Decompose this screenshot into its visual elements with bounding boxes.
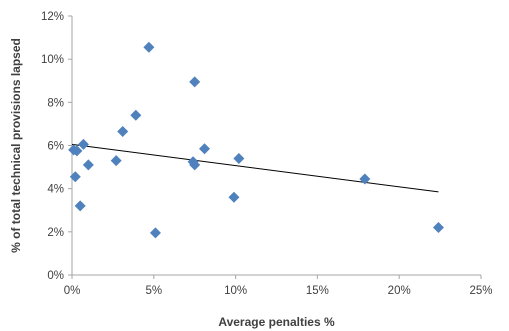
x-tick-label: 5% (145, 285, 162, 297)
data-point (189, 159, 201, 171)
y-tick-label: 4% (47, 184, 64, 196)
x-tick-labels: 0% 5% 10% 15% 20% 25% (64, 275, 493, 297)
data-point (189, 76, 201, 88)
data-point (228, 191, 240, 203)
y-tick-label: 12% (41, 11, 64, 23)
data-point (199, 143, 211, 155)
data-point (82, 159, 94, 171)
x-tick-label: 15% (306, 285, 329, 297)
x-tick-label: 20% (388, 285, 411, 297)
y-tick-label: 10% (41, 54, 64, 66)
axes (71, 16, 481, 276)
data-point (117, 125, 129, 137)
x-tick-label: 10% (224, 285, 247, 297)
trendline-group (71, 143, 439, 193)
x-tick-label: 25% (469, 285, 492, 297)
data-point (233, 152, 245, 164)
data-point (149, 227, 161, 239)
data-points (68, 41, 444, 239)
data-point (143, 41, 155, 53)
y-axis-title: % of total technical provisions lapsed (9, 38, 23, 253)
x-axis-title: Average penalties % (218, 315, 335, 329)
data-point (432, 222, 444, 234)
y-tick-label: 6% (47, 141, 64, 153)
y-tick-label: 8% (47, 97, 64, 109)
y-tick-label: 0% (47, 270, 64, 282)
y-tick-labels: 0% 2% 4% 6% 8% 10% 12% (41, 11, 72, 282)
data-point (71, 145, 83, 157)
data-point (110, 155, 122, 167)
data-point (359, 173, 371, 185)
x-tick-label: 0% (64, 285, 81, 297)
data-point (130, 109, 142, 121)
data-point (69, 171, 81, 183)
data-point (74, 200, 86, 212)
trendline (71, 143, 439, 193)
y-tick-label: 2% (47, 227, 64, 239)
data-point (77, 138, 89, 150)
